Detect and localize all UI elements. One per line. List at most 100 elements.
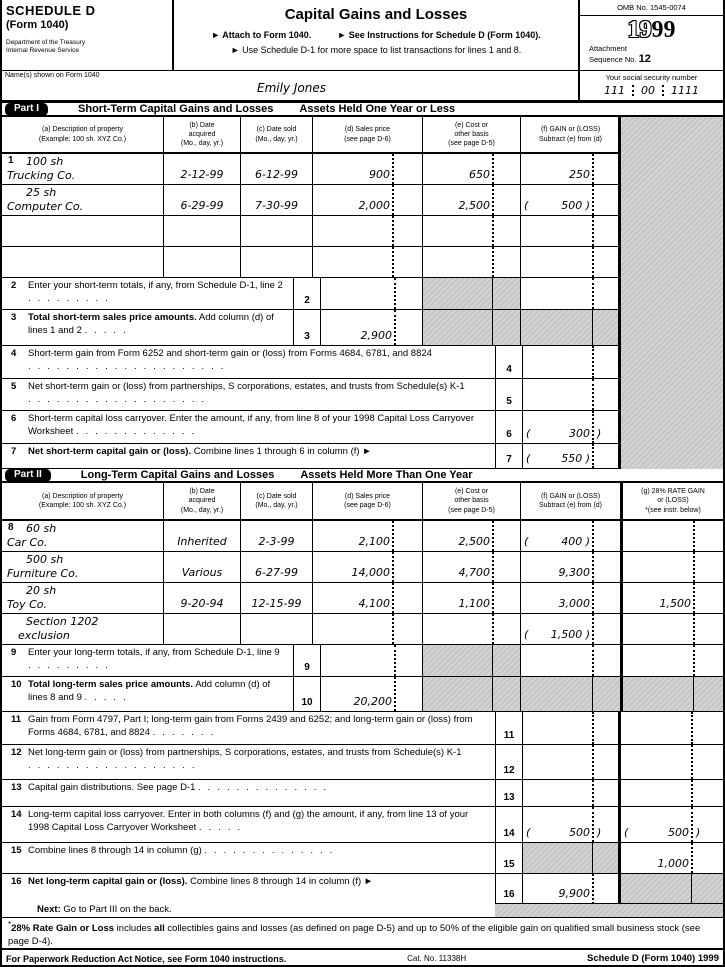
line-13-amount-f[interactable] [523, 780, 592, 806]
cost-basis-cell[interactable] [422, 247, 492, 277]
date-sold-cell[interactable] [240, 247, 312, 277]
description-cell[interactable]: 20 sh Toy Co. [2, 583, 163, 613]
property-name[interactable]: Toy Co. [7, 598, 48, 611]
gain-loss-cell[interactable]: (400 ) [520, 521, 592, 551]
table-row: 8 60 sh Car Co. Inherited 2-3-99 2,100 2,… [2, 521, 723, 552]
line-4-amount[interactable] [523, 346, 592, 378]
sales-price-cell[interactable]: 2,000 [312, 185, 392, 215]
cost-basis-cell[interactable] [422, 614, 492, 644]
cost-basis-cell[interactable]: 2,500 [422, 521, 492, 551]
date-acquired-cell[interactable] [163, 247, 240, 277]
gain-loss-cell[interactable]: (500 ) [520, 185, 592, 215]
line-9-amount-f[interactable] [520, 645, 592, 676]
line-10-amount-d[interactable]: 20,200 [353, 695, 393, 708]
description-cell[interactable]: 8 60 sh Car Co. [2, 521, 163, 551]
date-sold-cell[interactable]: 2-3-99 [240, 521, 312, 551]
sales-price-cell[interactable] [312, 216, 392, 246]
description-cell[interactable] [2, 216, 163, 246]
gain-loss-cell[interactable] [520, 216, 592, 246]
line-10-label: 10 Total long-term sales price amounts. … [11, 679, 271, 703]
line-15-amount-g[interactable]: 1,000 [618, 843, 691, 873]
sales-price-cell[interactable] [312, 247, 392, 277]
property-name[interactable]: Car Co. [7, 536, 48, 549]
sales-price-cell[interactable] [312, 614, 392, 644]
gain-loss-cell[interactable] [520, 247, 592, 277]
part1-label: Part I [5, 102, 49, 116]
line-12-box: 12 [495, 745, 523, 779]
rate-gain-cell[interactable] [620, 614, 693, 644]
rate-gain-cell[interactable] [620, 521, 693, 551]
property-name[interactable]: Furniture Co. [7, 567, 79, 580]
quantity[interactable]: 20 sh [26, 584, 57, 597]
name-block: Name(s) shown on Form 1040 Emily Jones [2, 71, 578, 100]
description-cell[interactable]: Section 1202 exclusion [2, 614, 163, 644]
date-sold-cell[interactable]: 12-15-99 [240, 583, 312, 613]
quantity[interactable]: 25 sh [26, 186, 57, 199]
gain-loss-cell[interactable]: 3,000 [520, 583, 592, 613]
date-acquired-cell[interactable]: Various [163, 552, 240, 582]
gain-loss-cell[interactable]: 9,300 [520, 552, 592, 582]
line-7-amount[interactable]: (550 ) [526, 452, 590, 465]
sales-price-cell[interactable]: 900 [312, 154, 392, 184]
quantity[interactable]: Section 1202 [26, 615, 99, 628]
date-acquired-cell[interactable]: Inherited [163, 521, 240, 551]
cents-cell [392, 614, 422, 644]
line-11-amount-f[interactable] [523, 712, 592, 744]
line-12-amount-f[interactable] [523, 745, 592, 779]
rate-gain-cell[interactable]: 1,500 [620, 583, 693, 613]
gain-loss-cell[interactable]: 250 [520, 154, 592, 184]
description-cell[interactable]: 25 sh Computer Co. [2, 185, 163, 215]
sales-price-cell[interactable]: 14,000 [312, 552, 392, 582]
line-15: 15 Combine lines 8 through 14 in column … [2, 843, 723, 874]
line-16-amount-f[interactable]: 9,900 [523, 874, 592, 904]
ssn-part-1[interactable]: 111 [604, 84, 625, 97]
description-cell[interactable]: 1 100 sh Trucking Co. [2, 154, 163, 184]
line-9-amount-g[interactable] [620, 645, 693, 676]
date-acquired-cell[interactable]: 2-12-99 [163, 154, 240, 184]
line-9-amount-d[interactable] [321, 645, 394, 676]
line-3-amount-d[interactable]: 2,900 [360, 329, 393, 342]
cost-basis-cell[interactable]: 2,500 [422, 185, 492, 215]
line-6-amount[interactable]: (300 [526, 427, 590, 440]
description-cell[interactable]: 500 sh Furniture Co. [2, 552, 163, 582]
line-2-amount-d[interactable] [321, 278, 394, 309]
sales-price-cell[interactable]: 4,100 [312, 583, 392, 613]
date-acquired-cell[interactable] [163, 216, 240, 246]
cost-basis-cell[interactable] [422, 216, 492, 246]
name-field[interactable]: Emily Jones [257, 81, 326, 95]
cents-cell [592, 278, 620, 309]
line-13-amount-g[interactable] [618, 780, 691, 806]
ssn-part-3[interactable]: 1111 [671, 84, 699, 97]
date-sold-cell[interactable]: 7-30-99 [240, 185, 312, 215]
date-acquired-cell[interactable] [163, 614, 240, 644]
property-name[interactable]: Computer Co. [7, 200, 84, 213]
line-14-amount-f[interactable]: (500 [526, 826, 590, 839]
date-acquired-cell[interactable]: 9-20-94 [163, 583, 240, 613]
line-6-label: 6 Short-term capital loss carryover. Ent… [11, 413, 474, 437]
ssn-field[interactable]: 111 00 1111 [580, 84, 723, 97]
line-11-amount-g[interactable] [618, 712, 691, 744]
ssn-part-2[interactable]: 00 [641, 84, 655, 97]
line-12-amount-g[interactable] [618, 745, 691, 779]
date-sold-cell[interactable] [240, 216, 312, 246]
gain-loss-cell[interactable]: (1,500 ) [520, 614, 592, 644]
sales-price-cell[interactable]: 2,100 [312, 521, 392, 551]
line-2-amount-f[interactable] [520, 278, 592, 309]
quantity[interactable]: 500 sh [26, 553, 64, 566]
quantity[interactable]: 100 sh [26, 155, 64, 168]
property-name[interactable]: exclusion [18, 629, 70, 642]
cost-basis-cell[interactable]: 4,700 [422, 552, 492, 582]
date-sold-cell[interactable]: 6-27-99 [240, 552, 312, 582]
line-14-amount-g[interactable]: (500 [618, 807, 691, 842]
rate-gain-cell[interactable] [620, 552, 693, 582]
cost-basis-cell[interactable]: 650 [422, 154, 492, 184]
description-cell[interactable] [2, 247, 163, 277]
cost-basis-cell[interactable]: 1,100 [422, 583, 492, 613]
date-sold-cell[interactable] [240, 614, 312, 644]
line-5-amount[interactable] [523, 379, 592, 410]
date-acquired-cell[interactable]: 6-29-99 [163, 185, 240, 215]
table-row: 500 sh Furniture Co. Various 6-27-99 14,… [2, 552, 723, 583]
date-sold-cell[interactable]: 6-12-99 [240, 154, 312, 184]
property-name[interactable]: Trucking Co. [7, 169, 76, 182]
quantity[interactable]: 60 sh [26, 522, 57, 535]
